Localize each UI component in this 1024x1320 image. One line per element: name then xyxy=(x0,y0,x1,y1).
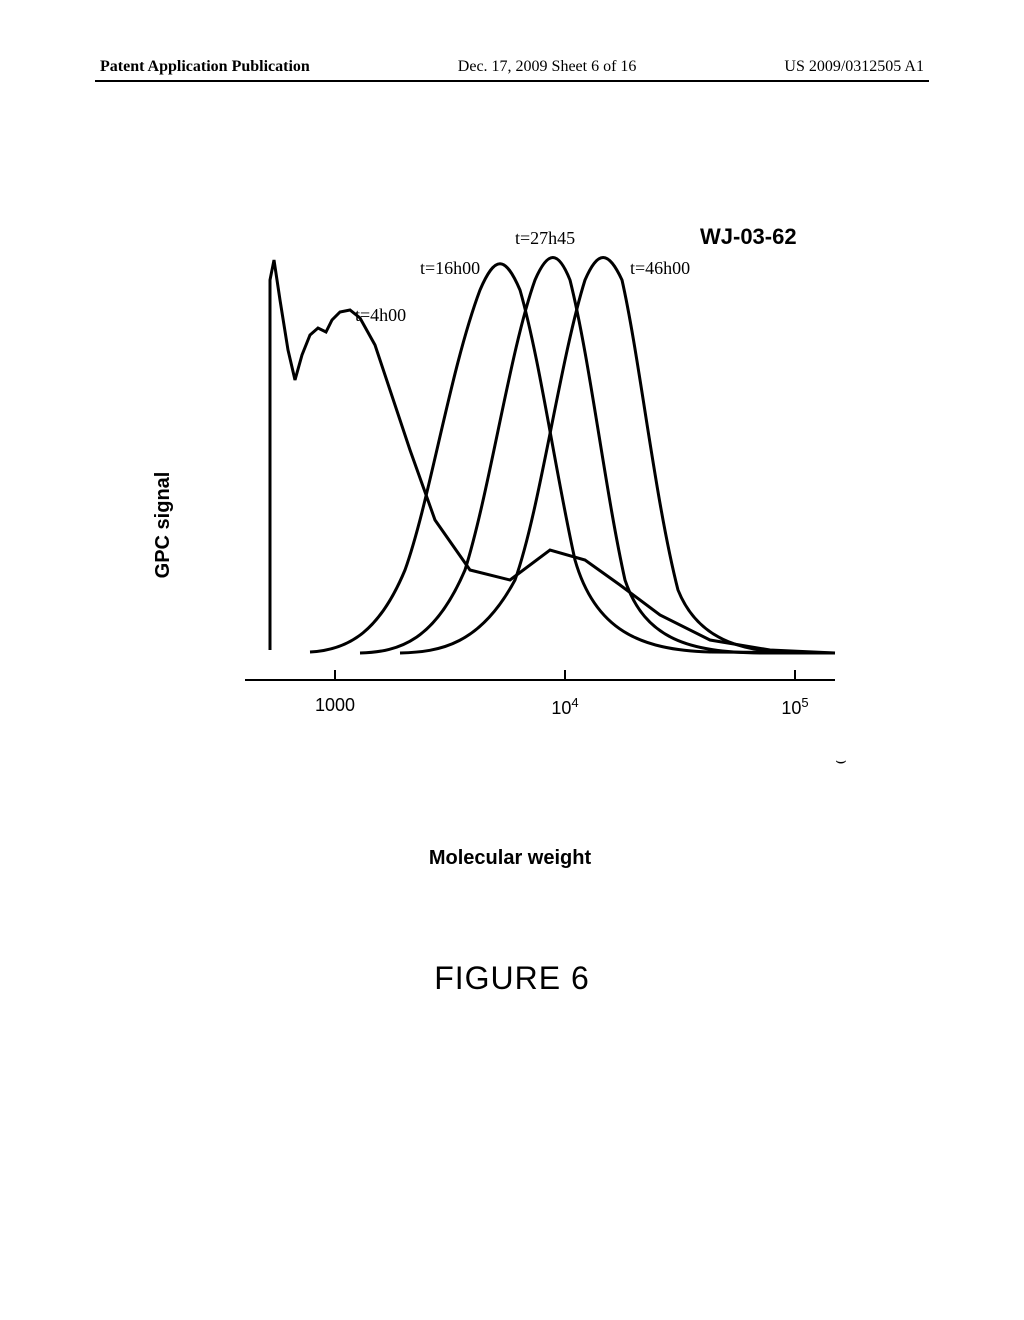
curve-t46h00 xyxy=(400,258,835,654)
experiment-id: WJ-03-62 xyxy=(700,224,797,250)
label-t16h00: t=16h00 xyxy=(420,258,480,279)
figure-caption: FIGURE 6 xyxy=(434,960,590,997)
curve-t27h45 xyxy=(360,258,835,654)
label-t46h00: t=46h00 xyxy=(630,258,690,279)
x-tick-label-1e5: 105 xyxy=(781,695,808,719)
y-axis-label: GPC signal xyxy=(152,472,175,579)
header-patent-number: US 2009/0312505 A1 xyxy=(784,58,924,76)
x-axis-label: Molecular weight xyxy=(429,847,591,870)
label-t4h00: t=4h00 xyxy=(355,305,406,326)
x-tick-label-1e4: 104 xyxy=(551,695,578,719)
header-publication-type: Patent Application Publication xyxy=(100,58,310,76)
plot-area: t=4h00 t=16h00 t=27h45 t=46h00 WJ-03-62 … xyxy=(240,250,840,710)
label-t27h45: t=27h45 xyxy=(515,228,575,249)
gpc-chart: GPC signal t=4h00 t=16h00 t=27h45 t=46h0… xyxy=(150,250,870,800)
stray-mark: ⌣ xyxy=(835,750,847,771)
header-date-sheet: Dec. 17, 2009 Sheet 6 of 16 xyxy=(458,58,637,76)
x-tick-label-1000: 1000 xyxy=(315,695,355,716)
page-header: Patent Application Publication Dec. 17, … xyxy=(0,58,1024,76)
chart-svg xyxy=(240,250,840,710)
header-rule xyxy=(95,80,929,82)
